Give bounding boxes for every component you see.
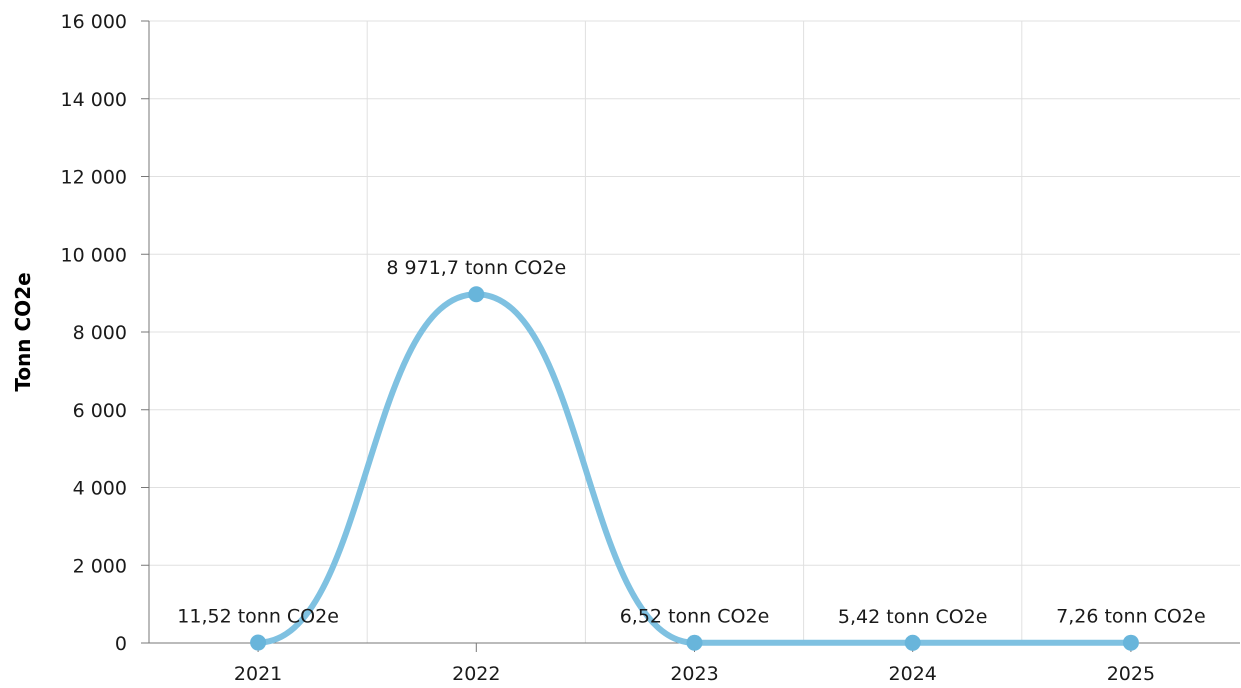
data-point[interactable] xyxy=(468,286,485,303)
data-point[interactable] xyxy=(904,634,921,651)
data-point[interactable] xyxy=(1122,634,1139,651)
series-line xyxy=(255,291,1134,646)
x-tick-label: 2024 xyxy=(889,663,937,685)
data-label: 6,52 tonn CO2e xyxy=(620,606,770,628)
y-tick-label: 12 000 xyxy=(61,167,127,189)
x-tick-label: 2021 xyxy=(234,663,282,685)
y-tick-label: 4 000 xyxy=(73,478,127,500)
x-tick-label: 2022 xyxy=(452,663,500,685)
y-tick-label: 8 000 xyxy=(73,322,127,344)
data-label: 5,42 tonn CO2e xyxy=(838,606,988,628)
y-tick-label: 0 xyxy=(115,633,127,655)
y-tick-label: 10 000 xyxy=(61,244,127,266)
data-point[interactable] xyxy=(686,634,703,651)
y-tick-label: 14 000 xyxy=(61,89,127,111)
data-label: 11,52 tonn CO2e xyxy=(177,606,339,628)
data-label: 7,26 tonn CO2e xyxy=(1056,606,1206,628)
y-axis-title: Tonn CO2e xyxy=(11,272,35,391)
y-tick-label: 2 000 xyxy=(73,555,127,577)
axes: 0 2 000 4 000 6 000 8 000 10 000 12 000 14 000 1… xyxy=(61,11,1240,685)
y-tick-label: 16 000 xyxy=(61,11,127,33)
y-tick-label: 6 000 xyxy=(73,400,127,422)
data-labels: 11,52 tonn CO2e 8 971,7 tonn CO2e 6,52 ton… xyxy=(177,257,1205,628)
grid xyxy=(149,20,1240,643)
series-layer xyxy=(250,286,1139,651)
data-point[interactable] xyxy=(250,634,267,651)
data-label: 8 971,7 tonn CO2e xyxy=(386,257,566,279)
x-tick-label: 2025 xyxy=(1107,663,1155,685)
x-tick-label: 2023 xyxy=(670,663,718,685)
